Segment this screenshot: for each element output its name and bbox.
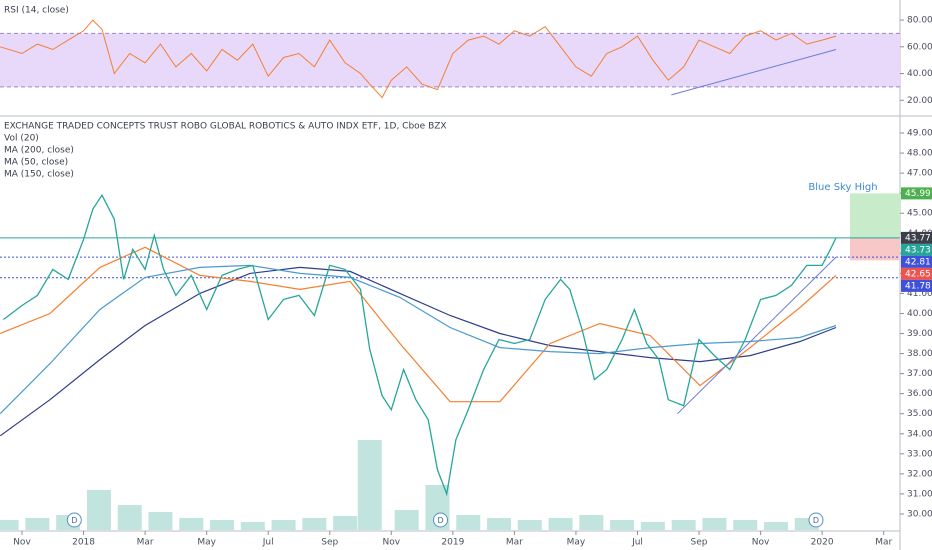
price-label-box [901,187,932,200]
x-tick-label: Mar [506,538,523,548]
trend-line [671,49,837,96]
dividend-marker [66,512,82,528]
y-tick-label: 47.00 [907,169,932,179]
volume-bar [25,518,50,530]
y-tick-label: 40.00 [907,309,932,319]
price-label: 41.78 [905,281,931,291]
zone [850,237,900,261]
y-tick-label: 60.00 [907,42,932,52]
volume-bar [148,512,173,530]
volume-bar [702,518,727,530]
annotation: Blue Sky High [808,182,877,193]
price-line [3,193,837,497]
volume-bar [117,505,142,530]
x-tick-label: Nov [13,538,31,548]
x-tick-label: Nov [752,538,770,548]
y-tick-label: 20.00 [907,96,932,106]
legend-entry: MA (200, close) [4,146,74,156]
volume-bar [271,520,296,530]
x-tick-label: Mar [875,538,892,548]
dividend-marker [808,512,824,528]
x-tick-label: Sep [691,538,708,548]
trend-line [677,256,837,415]
dividend-label: D [437,516,443,525]
y-tick-label: 45.00 [907,209,932,219]
rsi-title: RSI (14, close) [4,6,69,16]
price-label: 42.81 [905,257,931,267]
price-label-box [901,267,932,280]
x-tick-label: 2020 [811,538,834,548]
volume-bar [394,510,419,530]
y-tick-label: 38.00 [907,349,932,359]
volume-bar [517,520,542,530]
price-label-box [901,279,932,292]
price-label: 45.99 [905,189,931,199]
x-tick-label: Nov [383,538,401,548]
y-tick-label: 41.00 [907,289,932,299]
y-tick-label: 39.00 [907,329,932,339]
ma-line [0,264,837,415]
rsi-line [0,19,837,99]
y-tick-label: 30.00 [907,509,932,519]
x-tick-label: May [197,538,216,548]
volume-bar [357,440,382,530]
x-tick-label: 2019 [441,538,464,548]
price-label-box [901,243,932,256]
legend-entry: Vol (20) [4,134,39,144]
volume-bar [548,518,573,530]
price-label-box [901,255,932,268]
volume-bar [763,522,788,530]
dividend-label: D [71,516,77,525]
y-tick-label: 35.00 [907,409,932,419]
volume-bar [210,520,235,530]
price-label: 43.77 [905,233,931,243]
volume-bar [487,518,512,530]
x-tick-label: Jul [262,538,274,548]
x-tick-label: Sep [321,538,338,548]
volume-bar [333,516,358,530]
legend-entry: MA (50, close) [4,158,68,168]
volume-bar [456,515,481,530]
volume-bar [733,520,758,530]
y-tick-label: 31.00 [907,489,932,499]
y-tick-label: 34.00 [907,429,932,439]
ma-line [0,266,837,437]
volume-bar [86,490,111,530]
volume-bar [240,522,265,530]
y-tick-label: 36.00 [907,389,932,399]
x-tick-label: 2018 [72,538,95,548]
y-tick-label: 32.00 [907,469,932,479]
legend-entry: MA (150, close) [4,170,74,180]
x-tick-label: May [567,538,586,548]
chart-title: EXCHANGE TRADED CONCEPTS TRUST ROBO GLOB… [4,122,447,132]
volume-bar [0,520,19,530]
y-tick-label: 40.00 [907,69,932,79]
y-tick-label: 49.00 [907,129,932,139]
dividend-label: D [813,516,819,525]
price-label: 42.65 [905,269,931,279]
price-label: 43.73 [905,245,931,255]
x-tick-label: Jul [631,538,643,548]
y-tick-label: 80.00 [907,16,932,26]
volume-bar [579,515,604,530]
y-tick-label: 48.00 [907,149,932,159]
plot-layer: 20.00 40.00 60.00 80.00 30.00 31.00 32.00 33.00… [0,16,932,548]
volume-bar [671,520,696,530]
y-tick-label: 37.00 [907,369,932,379]
y-tick-label: 33.00 [907,449,932,459]
volume-bar [179,518,204,530]
zone [850,193,900,238]
volume-bar [640,522,665,530]
x-tick-label: Mar [137,538,154,548]
volume-bar [610,520,635,530]
volume-bar [302,518,327,530]
ma-line [0,246,837,403]
dividend-marker [433,512,449,528]
price-label-box [901,231,932,244]
